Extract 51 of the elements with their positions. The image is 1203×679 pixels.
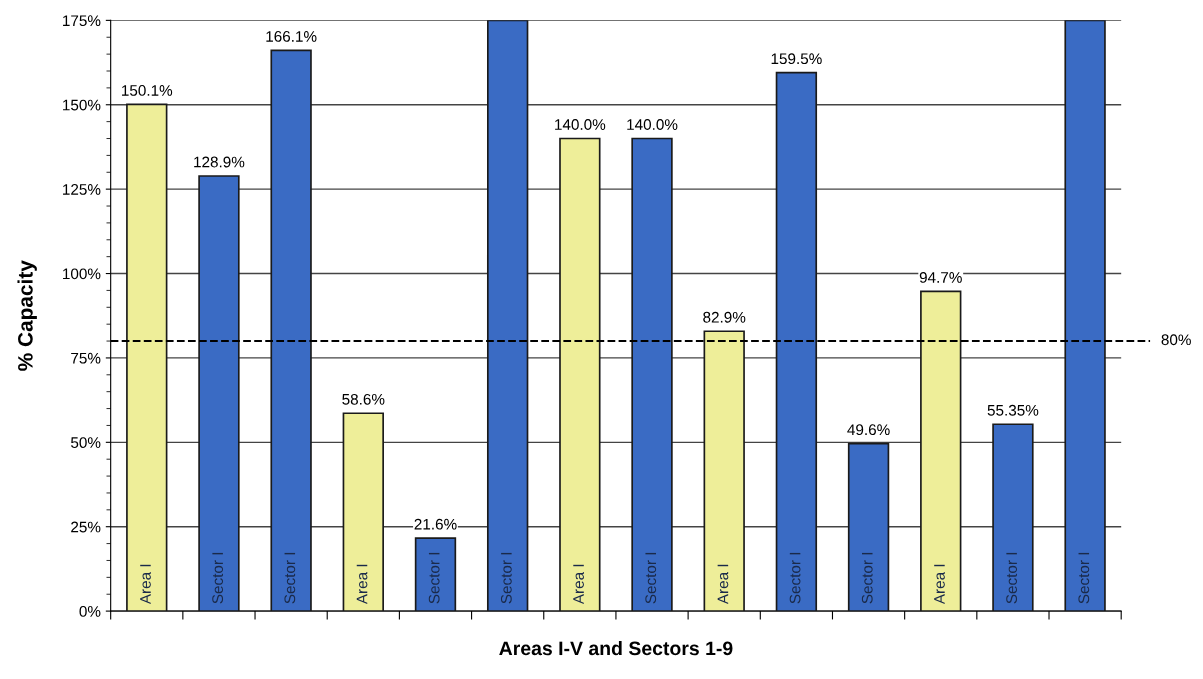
x-tick-label: Sector I bbox=[212, 552, 224, 604]
data-label: 49.6% bbox=[847, 424, 890, 436]
bar bbox=[775, 71, 818, 612]
data-label: 150.1% bbox=[122, 85, 173, 96]
x-tick-label: Sector I bbox=[645, 552, 657, 604]
data-label: 82.9% bbox=[703, 311, 746, 323]
y-tick-label: 175% bbox=[63, 15, 101, 27]
data-label: 94.7% bbox=[919, 272, 962, 283]
x-tick-label: Sector I bbox=[1078, 552, 1090, 604]
ref-line-label: 80% bbox=[1161, 334, 1191, 346]
bar bbox=[631, 137, 673, 612]
y-tick-label: 25% bbox=[71, 521, 101, 533]
x-tick-label: Sector I bbox=[861, 552, 873, 604]
bar bbox=[414, 537, 457, 612]
y-tick-label: 125% bbox=[63, 184, 101, 195]
y-axis-title: % Capacity bbox=[17, 260, 37, 371]
bar bbox=[992, 423, 1034, 612]
x-tick-label: Sector I bbox=[500, 552, 512, 604]
bar bbox=[486, 20, 529, 612]
y-tick-label: 0% bbox=[79, 605, 101, 617]
x-tick-label: Area I bbox=[934, 564, 945, 605]
x-tick-label: Sector I bbox=[1006, 552, 1018, 604]
bar bbox=[126, 103, 168, 612]
bar bbox=[1064, 20, 1106, 612]
x-tick-label: Sector I bbox=[284, 552, 296, 604]
x-tick-label: Sector I bbox=[428, 552, 440, 604]
x-axis-title: Areas I-V and Sectors 1-9 bbox=[499, 640, 733, 656]
data-label: 128.9% bbox=[194, 156, 245, 168]
bar bbox=[559, 137, 601, 612]
bar bbox=[270, 49, 312, 612]
data-label: 58.6% bbox=[342, 393, 385, 405]
bar bbox=[198, 175, 240, 612]
data-label: 55.35% bbox=[987, 404, 1039, 416]
bar bbox=[342, 412, 384, 612]
data-label: 140.0% bbox=[555, 119, 606, 130]
x-tick-label: Area I bbox=[140, 564, 151, 605]
data-label: 159.5% bbox=[771, 53, 822, 65]
bar bbox=[703, 330, 745, 612]
data-label: 166.1% bbox=[266, 31, 317, 42]
x-tick-label: Area I bbox=[356, 564, 368, 605]
y-tick-label: 100% bbox=[63, 268, 101, 280]
y-tick-label: 150% bbox=[63, 99, 101, 111]
y-tick-label: 75% bbox=[71, 352, 101, 364]
x-tick-label: Sector I bbox=[789, 552, 801, 604]
x-tick-label: Area I bbox=[717, 564, 729, 605]
bar bbox=[847, 442, 890, 612]
data-label: 140.0% bbox=[627, 119, 678, 130]
data-label: 21.6% bbox=[414, 518, 457, 530]
x-tick-label: Area I bbox=[573, 564, 584, 605]
bar bbox=[920, 290, 962, 612]
y-tick-label: 50% bbox=[70, 437, 101, 449]
